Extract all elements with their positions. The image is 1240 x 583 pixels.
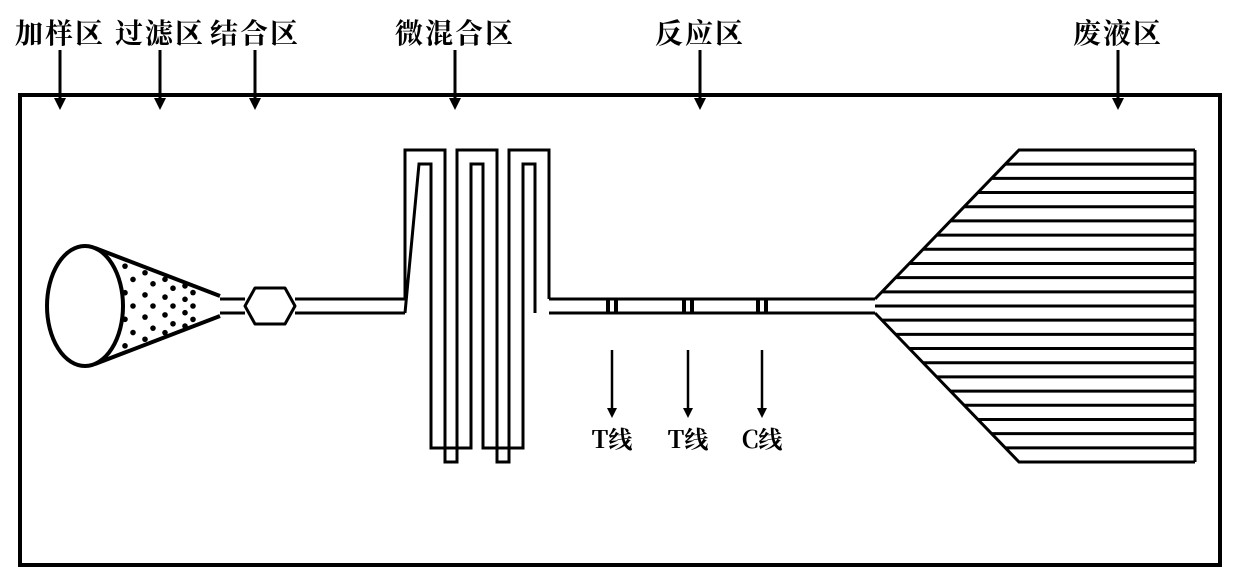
label-micro: 微混合区 — [395, 12, 515, 52]
label-line-c: C线 — [742, 420, 783, 455]
label-filter: 过滤区 — [115, 12, 205, 52]
label-react: 反应区 — [655, 12, 745, 52]
label-waste: 废液区 — [1073, 12, 1163, 52]
label-sample: 加样区 — [15, 12, 105, 52]
label-bind: 结合区 — [210, 12, 300, 52]
label-line-t1: T线 — [592, 420, 633, 455]
diagram-svg — [0, 0, 1240, 583]
label-line-t2: T线 — [668, 420, 709, 455]
